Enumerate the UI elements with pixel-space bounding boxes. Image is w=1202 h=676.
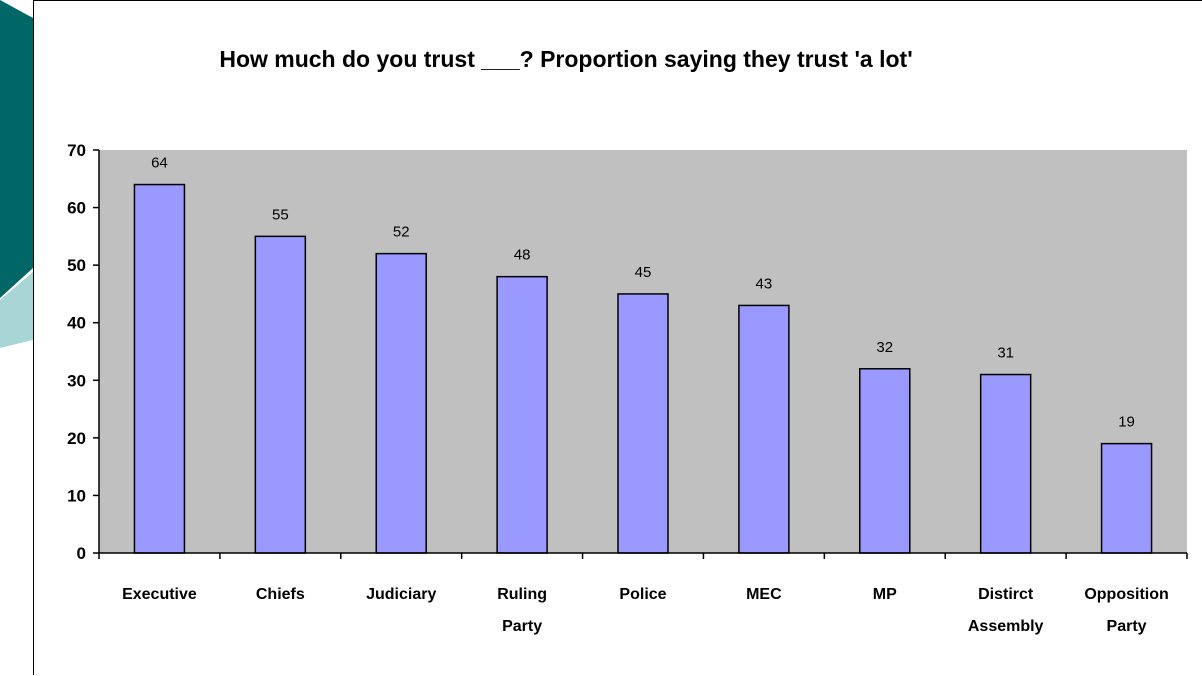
x-tick-label-line: Assembly — [968, 618, 1044, 635]
x-tick-label-line: Chiefs — [256, 586, 305, 603]
y-tick-label: 50 — [67, 256, 86, 275]
decoration-dark-triangle — [0, 0, 33, 298]
y-tick-label: 10 — [67, 486, 86, 505]
data-label: 43 — [756, 275, 773, 292]
data-label: 48 — [514, 247, 531, 264]
bar — [859, 368, 911, 554]
x-tick-label: MP — [873, 586, 897, 603]
y-tick-label: 20 — [67, 429, 86, 448]
data-label: 64 — [151, 155, 168, 172]
data-label: 31 — [997, 345, 1014, 362]
x-tick-label-line: Judiciary — [366, 586, 436, 603]
bar-chart: How much do you trust ___? Proportion sa… — [67, 46, 1188, 635]
x-tick-label: Ruling Party — [497, 586, 547, 635]
data-label: 45 — [635, 264, 652, 281]
x-tick-label: Judiciary — [366, 586, 436, 603]
x-tick-label-line: Opposition — [1084, 586, 1168, 603]
chart-frame: How much do you trust ___? Proportion sa… — [33, 0, 1202, 675]
bar — [496, 275, 548, 554]
bar — [133, 183, 186, 554]
bar — [738, 304, 790, 554]
data-label: 32 — [876, 339, 893, 356]
bar — [979, 373, 1032, 554]
data-label: 55 — [272, 206, 289, 223]
y-tick-label: 40 — [67, 314, 86, 333]
x-tick-label-line: Ruling — [497, 586, 547, 603]
bar — [254, 235, 307, 554]
x-tick-label: Opposition Party — [1084, 586, 1168, 635]
y-tick-label: 60 — [67, 199, 86, 218]
x-tick-label-line: Executive — [122, 586, 197, 603]
x-tick-label: MEC — [746, 586, 782, 603]
bar — [1100, 442, 1153, 554]
y-tick-label: 30 — [67, 371, 86, 390]
x-tick-label: Executive — [122, 586, 197, 603]
data-label: 19 — [1118, 414, 1135, 431]
x-tick-label-line: Party — [1107, 618, 1147, 635]
bar — [375, 252, 427, 554]
x-tick-label-line: Distirct — [978, 586, 1034, 603]
y-tick-label: 0 — [77, 544, 86, 563]
x-tick-label-line: Police — [619, 586, 666, 603]
decoration-light-triangle — [0, 272, 33, 348]
x-tick-label: Police — [619, 586, 666, 603]
y-tick-label: 70 — [67, 141, 86, 160]
bar — [617, 293, 669, 554]
data-label: 52 — [393, 224, 410, 241]
x-tick-label: Distirct Assembly — [968, 586, 1044, 635]
slide-decoration — [0, 0, 33, 348]
x-tick-label-line: MP — [873, 586, 897, 603]
x-tick-label-line: MEC — [746, 586, 782, 603]
x-tick-label: Chiefs — [256, 586, 305, 603]
chart-title: How much do you trust ___? Proportion sa… — [219, 46, 912, 72]
x-tick-label-line: Party — [502, 618, 542, 635]
